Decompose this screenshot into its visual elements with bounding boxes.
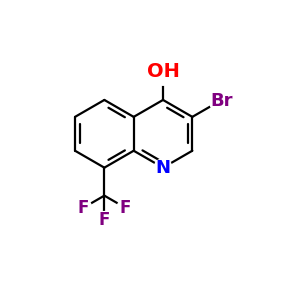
Text: F: F — [99, 211, 110, 229]
Text: F: F — [78, 199, 89, 217]
Text: OH: OH — [147, 62, 179, 82]
Text: N: N — [155, 159, 170, 177]
Circle shape — [75, 200, 92, 216]
Circle shape — [154, 159, 172, 176]
Text: F: F — [120, 199, 131, 217]
Circle shape — [96, 212, 112, 228]
Text: Br: Br — [211, 92, 233, 110]
Circle shape — [210, 89, 234, 114]
Circle shape — [150, 59, 176, 85]
Circle shape — [117, 200, 134, 216]
